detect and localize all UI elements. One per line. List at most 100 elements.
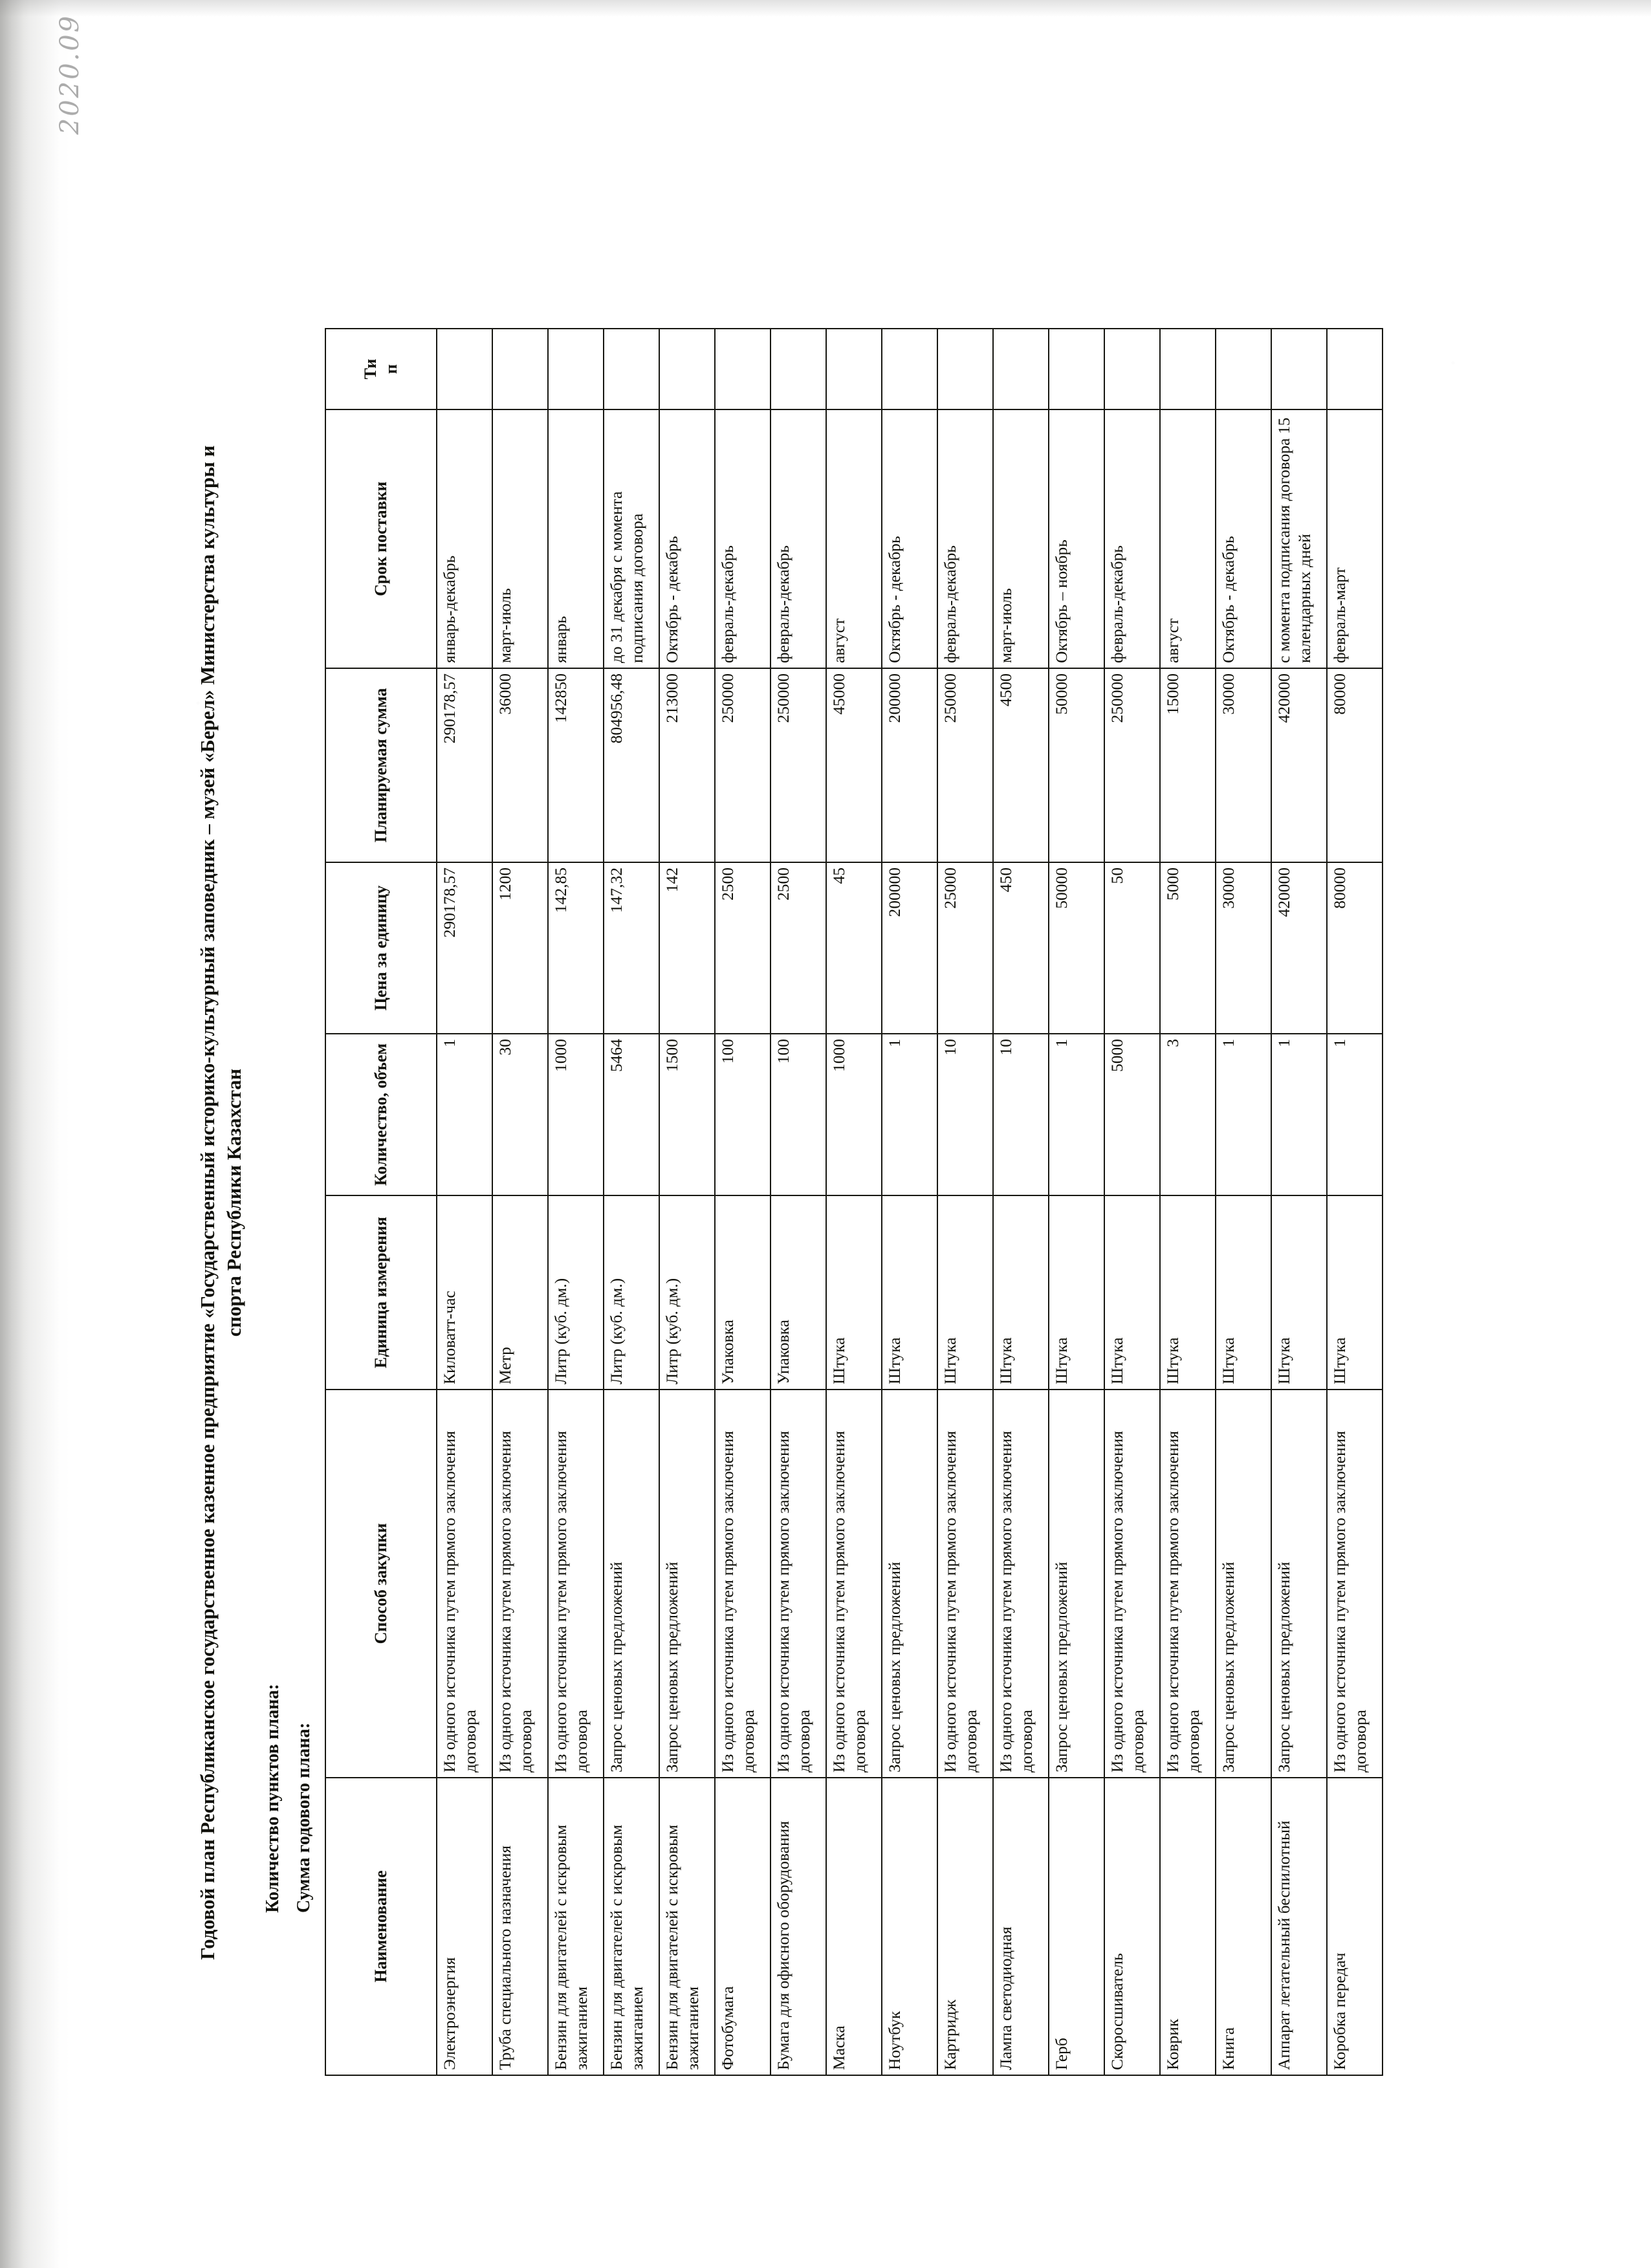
- cell-method: Запрос ценовых предложений: [882, 1390, 938, 1778]
- cell-delivery-term: август: [1160, 409, 1216, 668]
- cell-unit: Упаковка: [771, 1195, 827, 1390]
- cell-method: Запрос ценовых предложений: [604, 1390, 660, 1778]
- cell-quantity: 1: [1327, 1034, 1383, 1195]
- table-row: Электроэнергия Из одного источника путем …: [437, 329, 493, 2075]
- cell-name: Бензин для двигателей с искровым зажиган…: [548, 1778, 604, 2075]
- cell-method: Из одного источника путем прямого заключ…: [771, 1390, 827, 1778]
- cell-delivery-term: до 31 декабря с момента подписания догов…: [604, 409, 660, 668]
- cell-type: [1216, 329, 1272, 409]
- cell-unit: Штука: [993, 1195, 1049, 1390]
- cell-unit-price: 50: [1104, 862, 1161, 1034]
- cell-type: [659, 329, 716, 409]
- cell-unit: Киловатт-час: [437, 1195, 493, 1390]
- cell-quantity: 1: [882, 1034, 938, 1195]
- rotated-page-content: Годовой план Республиканское государстве…: [133, 142, 1614, 2173]
- cell-type: [1327, 329, 1383, 409]
- cell-unit-price: 147,32: [604, 862, 660, 1034]
- cell-type: [492, 329, 549, 409]
- cell-delivery-term: Октябрь - декабрь: [882, 409, 938, 668]
- table-row: Аппарат летательный беспилотный Запрос це…: [1271, 329, 1328, 2075]
- cell-quantity: 100: [771, 1034, 827, 1195]
- table-row: Труба специального назначения Из одного и…: [492, 329, 549, 2075]
- cell-unit: Штука: [1104, 1195, 1161, 1390]
- cell-planned-sum: 50000: [1049, 668, 1105, 862]
- cell-method: Из одного источника путем прямого заключ…: [993, 1390, 1049, 1778]
- column-header-unit: Единица измерения: [325, 1195, 437, 1390]
- cell-type: [548, 329, 604, 409]
- cell-quantity: 5000: [1104, 1034, 1161, 1195]
- cell-planned-sum: 200000: [882, 668, 938, 862]
- cell-planned-sum: 142850: [548, 668, 604, 862]
- cell-unit: Штука: [826, 1195, 882, 1390]
- cell-name: Фотобумага: [715, 1778, 771, 2075]
- cell-unit-price: 50000: [1049, 862, 1105, 1034]
- table-header: Наименование Способ закупки Единица изме…: [325, 329, 437, 2075]
- cell-quantity: 1: [1049, 1034, 1105, 1195]
- cell-unit-price: 2500: [715, 862, 771, 1034]
- cell-name: Электроэнергия: [437, 1778, 493, 2075]
- cell-method: Из одного источника путем прямого заключ…: [548, 1390, 604, 1778]
- cell-method: Из одного источника путем прямого заключ…: [437, 1390, 493, 1778]
- table-row: Маска Из одного источника путем прямого з…: [826, 329, 882, 2075]
- cell-planned-sum: 250000: [1104, 668, 1161, 862]
- cell-unit: Штука: [1216, 1195, 1272, 1390]
- cell-planned-sum: 804956,48: [604, 668, 660, 862]
- cell-delivery-term: февраль-декабрь: [771, 409, 827, 668]
- cell-delivery-term: с момента подписания договора 15 календа…: [1271, 409, 1328, 668]
- cell-planned-sum: 36000: [492, 668, 549, 862]
- cell-unit: Метр: [492, 1195, 549, 1390]
- cell-unit-price: 420000: [1271, 862, 1328, 1034]
- cell-planned-sum: 4500: [993, 668, 1049, 862]
- cell-type: [437, 329, 493, 409]
- handwritten-date-annotation: 2020.09: [55, 14, 85, 135]
- cell-unit-price: 290178,57: [437, 862, 493, 1034]
- cell-type: [604, 329, 660, 409]
- cell-method: Из одного источника путем прямого заключ…: [1160, 1390, 1216, 1778]
- cell-delivery-term: январь-декабрь: [437, 409, 493, 668]
- cell-delivery-term: февраль-декабрь: [937, 409, 994, 668]
- column-header-type-line-2: п: [382, 364, 401, 374]
- cell-unit: Штука: [1049, 1195, 1105, 1390]
- procurement-plan-table: Наименование Способ закупки Единица изме…: [325, 328, 1383, 2076]
- cell-method: Из одного источника путем прямого заключ…: [1327, 1390, 1383, 1778]
- cell-planned-sum: 250000: [715, 668, 771, 862]
- table-row: Книга Запрос ценовых предложений Штука 1 300…: [1216, 329, 1272, 2075]
- cell-quantity: 10: [937, 1034, 994, 1195]
- column-header-type-line-1: Ти: [361, 358, 380, 380]
- cell-unit-price: 450: [993, 862, 1049, 1034]
- cell-planned-sum: 250000: [771, 668, 827, 862]
- cell-method: Из одного источника путем прямого заключ…: [937, 1390, 994, 1778]
- cell-unit-price: 142: [659, 862, 716, 1034]
- cell-type: [1271, 329, 1328, 409]
- cell-quantity: 100: [715, 1034, 771, 1195]
- cell-name: Картридж: [937, 1778, 994, 2075]
- cell-delivery-term: март-июль: [993, 409, 1049, 668]
- cell-delivery-term: Октябрь - декабрь: [659, 409, 716, 668]
- cell-unit: Штука: [1271, 1195, 1328, 1390]
- plan-items-count-label: Количество пунктов плана:: [262, 1683, 283, 1913]
- cell-method: Запрос ценовых предложений: [659, 1390, 716, 1778]
- cell-method: Запрос ценовых предложений: [1271, 1390, 1328, 1778]
- cell-name: Скоросшиватель: [1104, 1778, 1161, 2075]
- cell-planned-sum: 45000: [826, 668, 882, 862]
- cell-unit: Упаковка: [715, 1195, 771, 1390]
- column-header-planned-sum: Планируемая сумма: [325, 668, 437, 862]
- cell-unit: Литр (куб. дм.): [659, 1195, 716, 1390]
- cell-type: [993, 329, 1049, 409]
- cell-unit-price: 25000: [937, 862, 994, 1034]
- cell-unit-price: 5000: [1160, 862, 1216, 1034]
- cell-unit: Штука: [1327, 1195, 1383, 1390]
- cell-name: Труба специального назначения: [492, 1778, 549, 2075]
- cell-quantity: 1500: [659, 1034, 716, 1195]
- cell-type: [937, 329, 994, 409]
- table-row: Картридж Из одного источника путем прямог…: [937, 329, 994, 2075]
- table-row: Бензин для двигателей с искровым зажиган…: [604, 329, 660, 2075]
- cell-type: [1104, 329, 1161, 409]
- column-header-method: Способ закупки: [325, 1390, 437, 1778]
- cell-quantity: 1: [437, 1034, 493, 1195]
- cell-name: Коврик: [1160, 1778, 1216, 2075]
- document-title: Годовой план Республиканское государстве…: [195, 329, 248, 2076]
- cell-method: Запрос ценовых предложений: [1049, 1390, 1105, 1778]
- column-header-unit-price: Цена за единицу: [325, 862, 437, 1034]
